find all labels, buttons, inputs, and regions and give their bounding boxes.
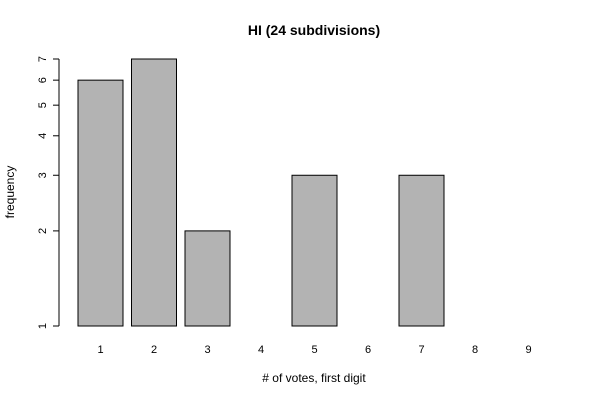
y-axis-label: frequency	[3, 166, 17, 219]
y-tick-label-1: 1	[37, 323, 49, 329]
chart-title: HI (24 subdivisions)	[248, 22, 380, 38]
bar-1	[77, 79, 124, 327]
x-tick-label-2: 2	[151, 344, 157, 356]
bar-2	[131, 58, 177, 327]
y-tick-label-2: 2	[37, 228, 49, 234]
y-axis: 1 2 3 4 5 6 7	[37, 56, 60, 329]
bar-3	[184, 230, 231, 327]
x-tick-label-4: 4	[258, 344, 264, 356]
bars-group	[77, 58, 445, 327]
x-axis-label: # of votes, first digit	[262, 371, 366, 385]
y-tick-label-4: 4	[37, 133, 49, 139]
x-tick-label-7: 7	[418, 344, 424, 356]
y-tick-label-6: 6	[37, 77, 49, 83]
x-tick-label-8: 8	[472, 344, 478, 356]
x-tick-label-9: 9	[525, 344, 531, 356]
x-tick-label-5: 5	[311, 344, 317, 356]
x-tick-label-3: 3	[204, 344, 210, 356]
y-tick-label-5: 5	[37, 102, 49, 108]
y-tick-label-3: 3	[37, 172, 49, 178]
bar-5	[291, 174, 338, 327]
y-tick-label-7: 7	[37, 56, 49, 62]
bar-7	[398, 174, 445, 327]
x-tick-label-6: 6	[365, 344, 371, 356]
x-tick-label-1: 1	[97, 344, 103, 356]
x-tick-labels: 1 2 3 4 5 6 7 8 9	[97, 344, 531, 356]
